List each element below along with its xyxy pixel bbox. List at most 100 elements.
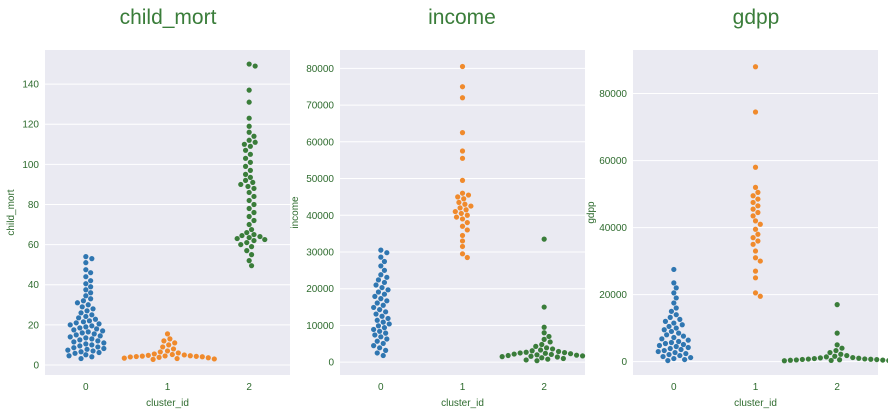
data-point <box>666 351 672 358</box>
data-point <box>83 293 89 299</box>
data-point <box>539 341 545 348</box>
data-point <box>868 356 874 362</box>
data-point <box>679 322 685 328</box>
data-point <box>461 196 467 202</box>
data-point <box>246 129 252 135</box>
data-point <box>668 328 675 335</box>
data-point <box>750 193 756 199</box>
data-point <box>67 322 73 328</box>
data-point <box>88 284 94 290</box>
data-point <box>459 155 466 161</box>
data-point <box>673 285 679 291</box>
data-point <box>83 324 89 330</box>
data-point <box>752 218 759 224</box>
data-point <box>157 349 163 355</box>
data-point <box>83 352 89 358</box>
data-point <box>88 270 94 276</box>
data-point <box>374 300 380 306</box>
data-point <box>251 209 257 216</box>
x-tick-label: 1 <box>753 382 759 393</box>
data-point <box>665 357 671 364</box>
data-point <box>247 174 253 180</box>
data-point <box>459 130 466 136</box>
data-point <box>71 327 77 333</box>
data-point <box>89 256 95 262</box>
data-point <box>548 351 554 358</box>
data-point <box>246 234 252 241</box>
data-point <box>121 355 127 361</box>
y-tick-label: 60000 <box>306 137 334 148</box>
data-point <box>662 318 669 324</box>
data-point <box>377 307 383 313</box>
data-point <box>834 342 840 348</box>
data-point <box>752 184 759 190</box>
data-point <box>85 329 91 335</box>
data-point <box>752 290 759 296</box>
data-point <box>755 189 761 195</box>
y-axis-label: child_mort <box>6 189 17 235</box>
data-point <box>380 302 386 308</box>
data-point <box>89 342 95 348</box>
chart-title: child_mort <box>120 6 217 29</box>
data-point <box>517 350 523 356</box>
data-point <box>95 338 101 344</box>
data-point <box>673 343 679 350</box>
data-point <box>247 151 253 157</box>
data-point <box>97 333 103 339</box>
data-point <box>459 223 466 229</box>
data-point <box>379 284 385 291</box>
data-point <box>199 354 205 360</box>
data-point <box>827 349 833 356</box>
data-point <box>386 321 392 327</box>
data-point <box>162 353 168 359</box>
data-point <box>468 203 474 209</box>
data-point <box>83 341 89 347</box>
data-point <box>511 351 517 357</box>
data-point <box>834 302 840 308</box>
data-point <box>83 254 89 260</box>
y-tick-label: 70000 <box>306 101 334 112</box>
data-point <box>671 290 677 296</box>
data-point <box>757 258 763 264</box>
data-point <box>539 355 545 361</box>
data-point <box>752 275 759 281</box>
data-point <box>238 241 244 248</box>
data-point <box>246 213 252 220</box>
data-point <box>459 216 466 222</box>
data-point <box>381 267 388 273</box>
data-point <box>459 84 466 90</box>
data-point <box>101 345 107 352</box>
data-point <box>96 321 102 327</box>
data-point <box>150 356 156 362</box>
data-point <box>671 320 677 326</box>
data-point <box>680 333 687 339</box>
data-point <box>245 183 251 190</box>
data-point <box>463 207 469 213</box>
data-point <box>101 340 107 346</box>
data-point <box>685 337 691 343</box>
data-point <box>246 99 252 105</box>
data-point <box>71 345 77 351</box>
data-point <box>375 277 382 283</box>
data-point <box>246 115 252 121</box>
data-point <box>459 177 466 183</box>
data-point <box>682 356 688 363</box>
data-point <box>248 244 255 250</box>
x-tick-label: 2 <box>246 382 252 393</box>
data-point <box>667 345 673 352</box>
data-point <box>453 214 460 220</box>
data-point <box>248 226 255 233</box>
data-point <box>541 304 547 310</box>
y-tick-label: 0 <box>33 360 39 371</box>
data-point <box>543 345 550 351</box>
data-point <box>74 300 81 306</box>
data-point <box>77 325 83 331</box>
data-point <box>534 352 540 358</box>
data-point <box>127 354 133 360</box>
data-point <box>793 357 799 363</box>
data-point <box>375 323 382 329</box>
data-point <box>464 227 470 233</box>
data-point <box>174 355 180 362</box>
data-point <box>499 354 505 360</box>
data-point <box>383 330 389 336</box>
